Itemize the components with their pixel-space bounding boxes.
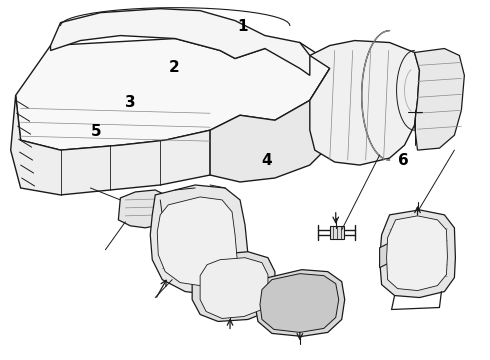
Polygon shape (387, 216, 447, 291)
Polygon shape (330, 226, 343, 239)
Polygon shape (119, 190, 165, 228)
Text: 1: 1 (237, 19, 248, 34)
Polygon shape (150, 185, 248, 294)
Text: 3: 3 (125, 95, 136, 111)
Polygon shape (192, 252, 275, 321)
Polygon shape (255, 270, 345, 336)
Polygon shape (16, 39, 330, 150)
Polygon shape (380, 210, 455, 298)
Polygon shape (210, 68, 335, 182)
Polygon shape (157, 197, 237, 285)
Polygon shape (260, 274, 339, 332)
Text: 6: 6 (398, 153, 409, 168)
Text: 2: 2 (169, 59, 179, 75)
Text: 5: 5 (91, 124, 101, 139)
Polygon shape (415, 49, 465, 150)
Polygon shape (11, 95, 210, 195)
Polygon shape (310, 41, 419, 165)
Polygon shape (380, 242, 392, 268)
Polygon shape (200, 258, 268, 319)
Polygon shape (50, 9, 310, 75)
Text: 4: 4 (262, 153, 272, 168)
